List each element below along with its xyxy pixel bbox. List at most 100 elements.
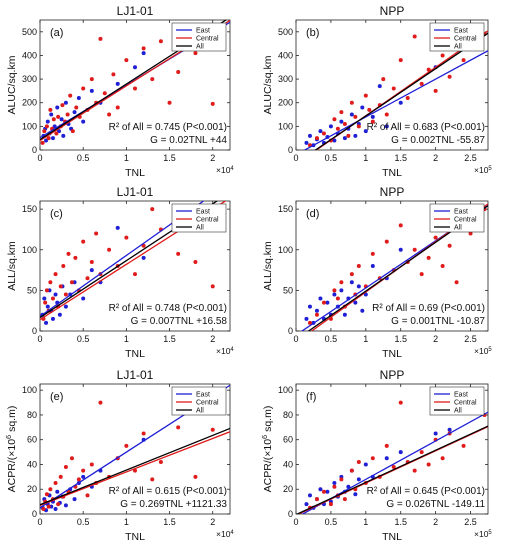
data-point-east xyxy=(353,133,358,138)
fit-line-all xyxy=(296,425,488,514)
data-point-east xyxy=(384,124,389,129)
data-point-east xyxy=(332,292,337,297)
fit-line-central xyxy=(40,431,230,506)
data-point-central xyxy=(50,296,55,301)
y-tick-label: 150 xyxy=(22,204,37,214)
data-point-east xyxy=(115,81,120,86)
data-point-central xyxy=(391,86,396,91)
data-point-central xyxy=(398,223,403,228)
data-point-east xyxy=(76,96,81,100)
y-tick-label: 400 xyxy=(278,50,293,60)
legend-entry: East xyxy=(454,209,468,216)
x-tick-label: 0 xyxy=(293,334,298,344)
data-point-central xyxy=(412,34,417,39)
data-point-central xyxy=(332,117,337,122)
regression-equation: G = 0.002TNL -55.87 xyxy=(391,135,485,146)
data-point-central xyxy=(321,131,326,136)
data-point-central xyxy=(335,296,340,301)
data-point-central xyxy=(339,280,344,285)
data-point-central xyxy=(349,468,354,473)
x-tick-label: 1 xyxy=(124,517,129,527)
x-axis-label: TNL xyxy=(382,531,402,543)
x-axis-exponent: ×104 xyxy=(216,529,234,539)
x-tick-label: 1 xyxy=(124,153,129,163)
data-point-east xyxy=(53,292,58,297)
data-point-central xyxy=(398,58,403,63)
data-point-east xyxy=(81,296,86,301)
data-point-central xyxy=(133,272,137,277)
y-tick-label: 50 xyxy=(27,285,37,295)
y-tick-label: 0 xyxy=(288,509,293,519)
data-point-central xyxy=(419,450,424,455)
x-tick-label: 1.5 xyxy=(163,517,176,527)
data-point-central xyxy=(74,105,79,110)
data-point-east xyxy=(59,117,64,122)
x-tick-label: 2 xyxy=(433,334,438,344)
x-tick-label: 2.5 xyxy=(464,334,477,344)
legend-entry: All xyxy=(454,44,462,51)
data-point-central xyxy=(70,129,75,134)
data-point-east xyxy=(447,427,452,432)
data-point-east xyxy=(307,133,312,138)
legend-entry: All xyxy=(196,408,204,415)
regression-equation: G = 0.269TNL +1121.33 xyxy=(120,499,227,510)
panel-label: (a) xyxy=(50,27,63,39)
legend-entry: All xyxy=(196,44,204,51)
data-point-central xyxy=(356,460,361,464)
data-point-east xyxy=(57,312,62,317)
data-point-central xyxy=(356,124,361,129)
data-point-central xyxy=(124,58,129,63)
data-point-central xyxy=(53,272,58,277)
data-point-central xyxy=(339,477,344,482)
legend-entry: All xyxy=(454,408,462,415)
fit-line-all xyxy=(314,32,488,150)
legend-entry: Central xyxy=(196,400,219,407)
legend-entry: Central xyxy=(454,36,477,43)
x-axis-label: TNL xyxy=(382,348,402,360)
data-point-central xyxy=(41,507,46,512)
data-point-central xyxy=(48,280,53,285)
x-tick-label: 1 xyxy=(363,517,368,527)
data-point-central xyxy=(370,119,375,124)
data-point-east xyxy=(115,225,120,230)
data-point-east xyxy=(63,304,68,309)
data-point-central xyxy=(102,91,107,96)
data-point-east xyxy=(89,268,94,273)
regression-equation: G = 0.02TNL +44 xyxy=(150,135,227,146)
data-point-central xyxy=(124,235,129,240)
data-point-central xyxy=(56,502,61,507)
data-point-central xyxy=(381,77,386,82)
panel-label: (c) xyxy=(50,208,63,220)
x-axis-label: TNL xyxy=(125,348,145,360)
fit-line-east xyxy=(303,50,488,150)
data-point-east xyxy=(55,489,60,494)
x-tick-label: 0 xyxy=(37,334,42,344)
y-axis-label: ALUC/sq.km xyxy=(262,55,274,114)
data-point-central xyxy=(419,81,424,86)
x-tick-label: 0 xyxy=(37,517,42,527)
data-point-central xyxy=(133,86,137,91)
data-point-central xyxy=(332,288,337,293)
scatter-panel-a: 0 0.5 1 1.5 2 0 100 200 300 400 500 ×104 LJ1-01 (a) TN… xyxy=(6,4,234,179)
panel-label: (b) xyxy=(306,27,319,39)
data-point-central xyxy=(68,93,73,98)
x-tick-label: 0 xyxy=(293,153,298,163)
chart-title: NPP xyxy=(380,368,405,382)
data-point-central xyxy=(193,51,198,56)
data-point-central xyxy=(440,456,445,461)
data-point-central xyxy=(44,124,49,129)
data-point-central xyxy=(111,72,116,77)
legend-entry: Central xyxy=(454,400,477,407)
y-tick-label: 50 xyxy=(283,285,293,295)
data-point-central xyxy=(150,77,155,82)
data-point-central xyxy=(356,264,361,268)
data-point-central xyxy=(48,487,53,492)
data-point-east xyxy=(370,264,375,268)
y-axis-label: ALL/sq.km xyxy=(262,241,274,291)
data-point-central xyxy=(210,284,215,289)
chart-title: NPP xyxy=(380,185,405,199)
data-point-central xyxy=(60,103,65,108)
data-point-east xyxy=(81,474,86,479)
data-point-central xyxy=(433,88,438,93)
